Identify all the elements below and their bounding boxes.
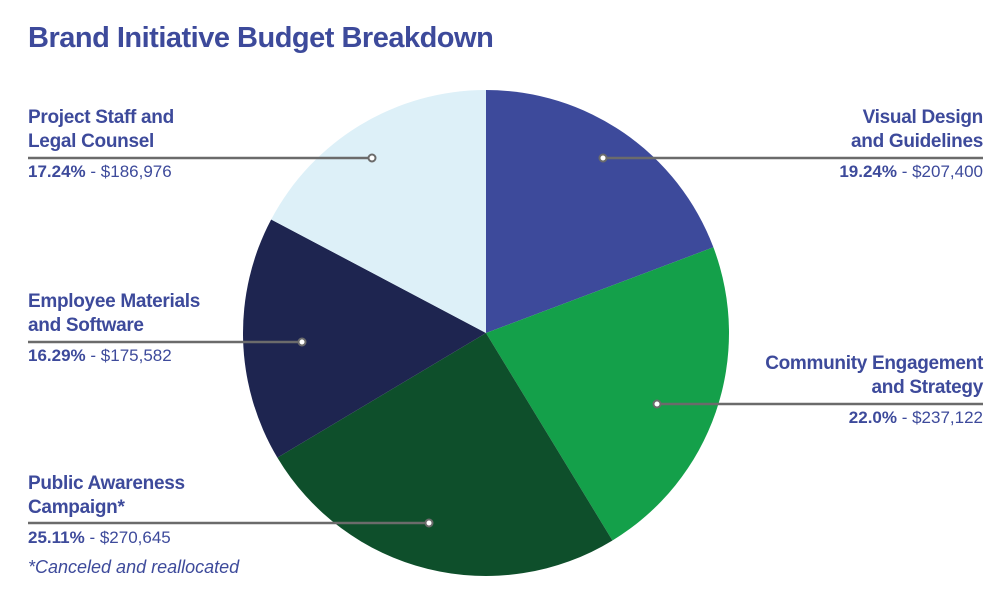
slice-name: Visual Design and Guidelines [851,107,983,152]
pie-slice [271,90,486,333]
footnote: *Canceled and reallocated [28,557,240,577]
slice-percent: 17.24% [28,162,86,181]
slice-label: Project Staff and Legal Counsel 17.24% - … [28,106,288,184]
slice-name: Public Awareness Campaign* [28,473,185,518]
slice-amount: $270,645 [99,528,171,547]
slice-amount: $207,400 [912,162,983,181]
slice-name: Project Staff and Legal Counsel [28,107,174,152]
pie-slice [486,247,729,541]
slice-value: 19.24% - $207,400 [839,162,983,181]
slice-amount: $175,582 [100,346,172,365]
slice-value: 25.11% - $270,645 [28,528,171,547]
pie-slice [486,90,714,333]
leader-dot [598,153,608,163]
pie-slice [243,219,486,458]
slice-value: 22.0% - $237,122 [848,408,983,427]
leader-dot [297,337,307,347]
slice-amount: $186,976 [100,162,172,181]
chart-title: Brand Initiative Budget Breakdown [28,22,494,54]
slice-name: Community Engagement and Strategy [765,353,983,398]
slice-label: Employee Materials and Software 16.29% - … [28,290,288,368]
leader-dot [424,518,434,528]
slice-percent: 19.24% [839,162,897,181]
slice-value: 16.29% - $175,582 [28,346,172,365]
leader-dot [367,153,377,163]
pie-slice [277,333,613,576]
slice-label: Public Awareness Campaign* 25.11% - $270,… [28,472,288,550]
slice-label: Community Engagement and Strategy 22.0% -… [723,352,983,430]
leader-dot [652,399,662,409]
slice-name: Employee Materials and Software [28,291,201,336]
slice-percent: 25.11% [28,528,85,547]
slice-percent: 22.0% [848,408,897,427]
slice-label: Visual Design and Guidelines 19.24% - $20… [723,106,983,184]
slice-percent: 16.29% [28,346,86,365]
slice-value: 17.24% - $186,976 [28,162,172,181]
slice-amount: $237,122 [912,408,983,427]
